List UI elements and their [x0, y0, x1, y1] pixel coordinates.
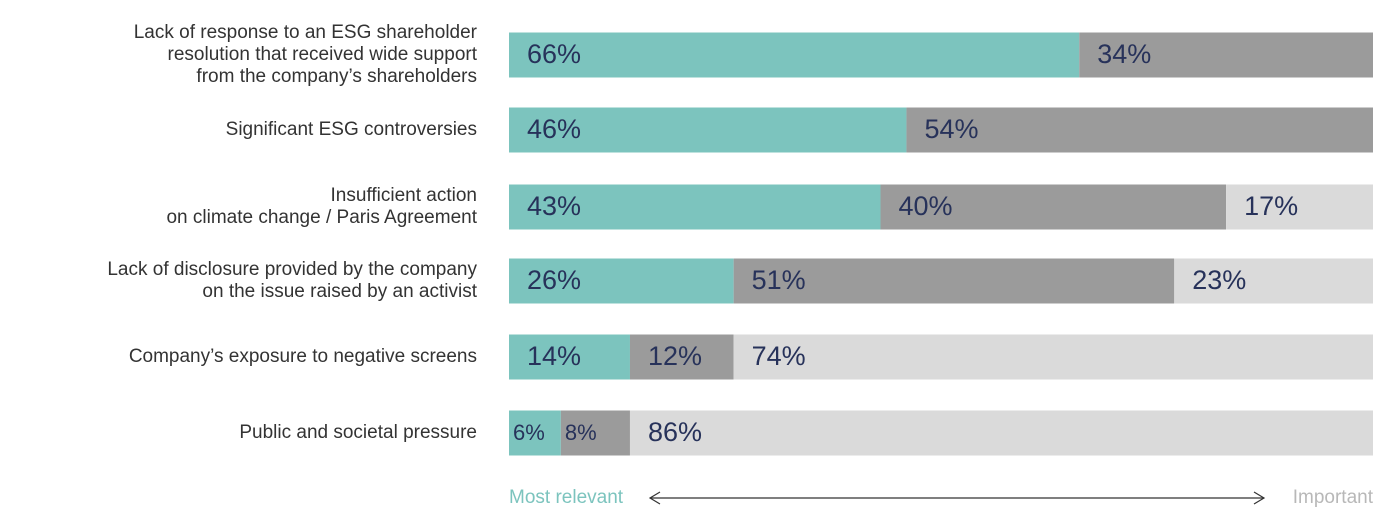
- value-label: 46%: [527, 114, 581, 144]
- bar-segment: [733, 334, 1373, 380]
- value-label: 51%: [752, 265, 806, 295]
- category-label: Lack of response to an ESG shareholder: [134, 22, 478, 43]
- value-label: 43%: [527, 191, 581, 221]
- value-label: 86%: [648, 417, 702, 447]
- category-label: Significant ESG controversies: [226, 119, 477, 140]
- axis-left-label: Most relevant: [509, 487, 624, 508]
- value-label: 14%: [527, 341, 581, 371]
- value-label: 17%: [1244, 191, 1298, 221]
- bar-segment: [733, 258, 1175, 304]
- bar-segment: [509, 184, 881, 230]
- bar-segment: [629, 334, 734, 380]
- bar-segment: [1174, 258, 1373, 304]
- category-label: on climate change / Paris Agreement: [166, 207, 477, 228]
- bar-segment: [1226, 184, 1373, 230]
- value-label: 66%: [527, 39, 581, 69]
- category-label: resolution that received wide support: [168, 44, 478, 65]
- bar-segment: [509, 410, 561, 456]
- bar-segment: [509, 32, 1080, 78]
- value-label: 6%: [513, 420, 545, 445]
- value-label: 74%: [752, 341, 806, 371]
- bar-segment: [629, 410, 1373, 456]
- bar-segment: [560, 410, 630, 456]
- axis-arrow: [648, 491, 1266, 505]
- category-label: Company’s exposure to negative screens: [129, 346, 477, 367]
- bar-segment: [880, 184, 1227, 230]
- value-label: 12%: [648, 341, 702, 371]
- value-label: 54%: [924, 114, 978, 144]
- bar-segment: [509, 107, 907, 153]
- bar-segment: [509, 334, 630, 380]
- bar-segment: [1079, 32, 1373, 78]
- value-label: 8%: [565, 420, 597, 445]
- value-label: 34%: [1097, 39, 1151, 69]
- value-label: 23%: [1192, 265, 1246, 295]
- category-label: on the issue raised by an activist: [202, 281, 477, 302]
- value-label: 40%: [899, 191, 953, 221]
- value-label: 26%: [527, 265, 581, 295]
- category-label: from the company’s shareholders: [196, 66, 477, 87]
- bar-segment: [509, 258, 734, 304]
- category-label: Insufficient action: [331, 185, 477, 206]
- bar-segment: [906, 107, 1373, 153]
- axis-right-label: Important: [1293, 487, 1374, 508]
- category-label: Lack of disclosure provided by the compa…: [107, 259, 477, 280]
- category-label: Public and societal pressure: [239, 422, 477, 443]
